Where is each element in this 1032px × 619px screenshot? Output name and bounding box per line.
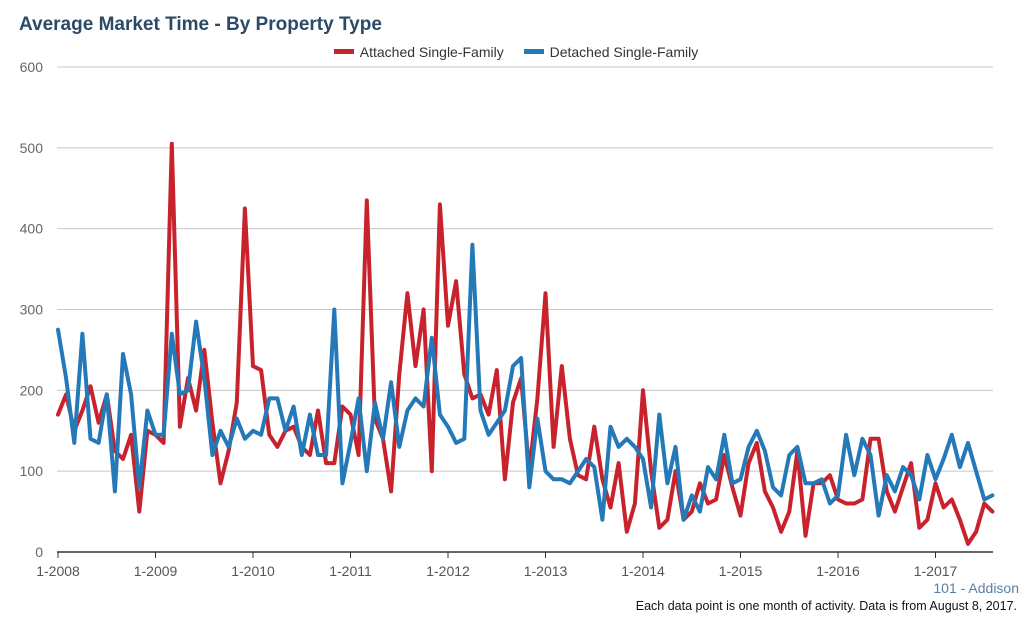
y-tick-label: 0 [35,544,43,560]
x-tick-label: 1-2015 [719,563,763,579]
x-tick-label: 1-2016 [816,563,860,579]
legend-label-attached: Attached Single-Family [359,43,504,60]
y-tick-label: 200 [20,382,44,398]
series-line-detached [56,242,995,522]
chart-subtitle: 101 - Addison [933,580,1019,596]
x-tick-label: 1-2017 [914,563,958,579]
x-tick-label: 1-2009 [134,563,178,579]
y-tick-label: 400 [20,221,44,237]
legend-item-attached[interactable]: Attached Single-Family [333,43,504,60]
gridlines [57,66,993,472]
x-tick-label: 1-2012 [426,563,470,579]
series-lines [56,141,995,546]
x-tick-label: 1-2014 [621,563,665,579]
x-tick-label: 1-2013 [524,563,568,579]
legend: Attached Single-Family Detached Single-F… [0,41,1032,60]
y-tick-label: 500 [20,140,44,156]
y-tick-label: 100 [20,463,44,479]
x-tick-label: 1-2011 [329,563,372,579]
legend-label-detached: Detached Single-Family [549,43,699,60]
x-axis: 1-2008 1-2009 1-2010 1-2011 1-2012 1-2013 1-20… [36,551,993,579]
y-tick-label: 300 [20,302,44,318]
y-tick-label: 600 [20,59,44,75]
legend-swatch-attached [333,49,354,54]
y-axis: 0 100 200 300 400 500 600 [20,59,44,560]
legend-item-detached[interactable]: Detached Single-Family [523,43,699,60]
chart-title: Average Market Time - By Property Type [19,14,382,35]
x-tick-label: 1-2010 [231,563,275,579]
legend-swatch-detached [523,49,544,54]
x-tick-label: 1-2008 [36,563,80,579]
chart-footnote: Each data point is one month of activity… [635,599,1017,613]
